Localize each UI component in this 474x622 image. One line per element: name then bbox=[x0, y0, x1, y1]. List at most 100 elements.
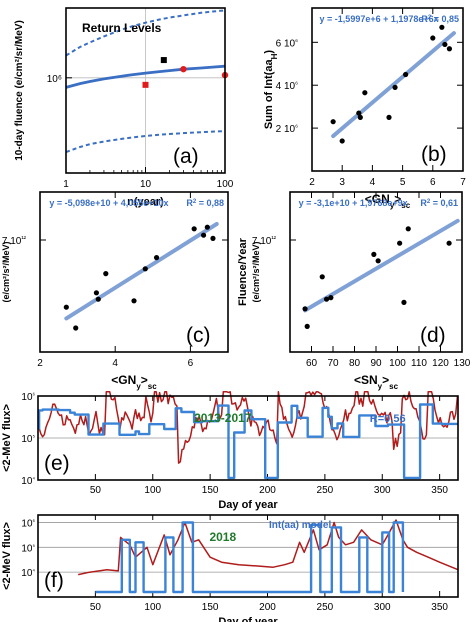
c-xtick-label-1: 4 bbox=[112, 358, 118, 369]
b-point-1 bbox=[339, 138, 345, 144]
c-xtick-label-0: 2 bbox=[37, 358, 43, 369]
b-ytick-exp-2: ⁶ bbox=[295, 38, 298, 45]
b-r2-part-0: R bbox=[421, 14, 428, 24]
c-plot-frame bbox=[39, 191, 229, 353]
c-point-7 bbox=[153, 255, 160, 261]
d-xlabel-part-3: sc bbox=[389, 382, 398, 391]
d-xtick-label-4: 100 bbox=[389, 358, 406, 369]
b-point-6 bbox=[392, 84, 398, 90]
d-point-8 bbox=[401, 299, 407, 305]
e-r-text: R=0.56 bbox=[370, 413, 406, 425]
b-equation: y = -1,5997e+6 + 1,1978e+6x bbox=[320, 14, 439, 24]
d-xlabel-part-1: y bbox=[378, 382, 383, 391]
c-xlabel-part-1: y bbox=[136, 382, 141, 391]
e-ytick-label-1-part-1: ⁵ bbox=[33, 434, 36, 441]
a-series-fit bbox=[65, 64, 226, 89]
b-panel-label: (b) bbox=[421, 143, 447, 166]
e-ytick-label-0-part-1: ⁴ bbox=[32, 476, 35, 483]
e-panel-label: (e) bbox=[44, 452, 70, 475]
a-xtick-label-0: 1 bbox=[63, 179, 69, 190]
f-xtick-label-1: 100 bbox=[144, 602, 161, 613]
e-xlabel: Day of year bbox=[218, 499, 278, 511]
e-annotation: 2013-2017 bbox=[194, 411, 252, 425]
e-xtick-label-0: 50 bbox=[90, 485, 102, 496]
f-xtick-label-4: 250 bbox=[317, 602, 334, 613]
f-ytick-label-0: 10⁴ bbox=[21, 568, 35, 579]
e-ylabel: <2-MeV flux> bbox=[1, 404, 13, 472]
d-ylabel2: (e/cm²/s²/MeV) bbox=[251, 241, 261, 302]
e-xtick-label-4: 250 bbox=[317, 485, 334, 496]
d-xtick-label-6: 120 bbox=[432, 358, 449, 369]
d-r2-part-2: = 0,61 bbox=[430, 198, 458, 208]
b-point-4 bbox=[362, 90, 368, 96]
d-point-9 bbox=[405, 226, 411, 232]
c-equation: y = -5,098e+10 + 4,055e+10x bbox=[49, 198, 168, 208]
b-point-2 bbox=[356, 110, 362, 116]
b-ytick-label-0-part-0: 2 10 bbox=[276, 124, 296, 135]
c-xlabel: <GNy>sc bbox=[111, 373, 157, 391]
c-ytick-label-0-part-0: 7 10 bbox=[2, 236, 22, 247]
b-xlabel-part-0: <GN bbox=[365, 192, 390, 206]
d-ylabel: Fluence/Year bbox=[237, 237, 249, 306]
b-point-10 bbox=[442, 41, 448, 48]
e-xtick-label-6: 350 bbox=[431, 485, 448, 496]
b-ytick-label-2-part-0: 6 10 bbox=[276, 38, 296, 49]
d-xlabel: <SNy>sc bbox=[354, 373, 399, 391]
b-xtick-label-4: 6 bbox=[430, 177, 436, 188]
e-ytick-label-1-part-0: 10 bbox=[21, 434, 33, 445]
d-point-2 bbox=[319, 274, 325, 280]
b-point-11 bbox=[446, 46, 453, 52]
f-xtick-label-5: 300 bbox=[374, 602, 391, 613]
d-plot-frame bbox=[289, 191, 463, 353]
d-xtick-label-7: 130 bbox=[454, 358, 471, 369]
c-point-0 bbox=[63, 304, 69, 310]
d-point-3 bbox=[323, 296, 330, 302]
d-ytick-exp-0: ¹² bbox=[271, 236, 276, 243]
d-r2-part-0: R bbox=[420, 198, 427, 208]
b-point-9 bbox=[439, 24, 445, 30]
b-xtick-label-3: 5 bbox=[400, 177, 406, 188]
f-ytick-label-1: 10⁵ bbox=[21, 543, 35, 554]
d-xtick-label-5: 110 bbox=[411, 358, 427, 369]
d-point-4 bbox=[328, 295, 334, 301]
c-point-4 bbox=[103, 271, 109, 277]
f-ytick-label-1-part-0: 10 bbox=[21, 543, 33, 554]
d-point-10 bbox=[446, 240, 452, 246]
c-point-11 bbox=[210, 235, 216, 241]
e-ytick-label-0: 10⁴ bbox=[21, 476, 35, 487]
d-xlabel-part-0: <SN bbox=[354, 373, 378, 387]
d-xtick-label-0: 60 bbox=[306, 358, 318, 369]
e-xtick-label-2: 150 bbox=[202, 485, 219, 496]
b-ytick-exp-0: ⁶ bbox=[295, 124, 298, 131]
f-xtick-label-6: 350 bbox=[431, 602, 448, 613]
f-ytick-label-2-part-1: ⁶ bbox=[33, 518, 36, 525]
b-ytick-label-1-part-0: 4 10 bbox=[276, 81, 296, 92]
e-plot-frame bbox=[37, 395, 459, 481]
e-xtick-label-1: 100 bbox=[144, 485, 161, 496]
c-r2: R2 = 0,88 bbox=[186, 198, 224, 208]
f-ytick-label-2: 10⁶ bbox=[21, 518, 35, 529]
c-point-5 bbox=[131, 298, 137, 304]
b-r2-part-2: = 0,85 bbox=[431, 14, 459, 24]
c-point-1 bbox=[73, 325, 79, 331]
d-fit-line bbox=[303, 218, 460, 313]
b-ytick-label-0: 2 10⁶ bbox=[276, 124, 298, 136]
b-ytick-exp-1: ⁶ bbox=[295, 81, 298, 88]
f-xtick-label-3: 200 bbox=[259, 602, 276, 613]
b-ytick-label-1: 4 10⁶ bbox=[276, 81, 298, 93]
b-ylabel-part-2: ) bbox=[263, 50, 275, 54]
d-ytick-label-0-part-0: 7 10 bbox=[252, 236, 272, 247]
b-point-7 bbox=[403, 71, 409, 78]
a-ylabel: 10-day fluence (e/cm²/sr/MeV) bbox=[14, 20, 25, 161]
panel-d: 60 70 80 90 100 110 120 130 7 10¹² y = -3,1e+10 +… bbox=[237, 191, 471, 391]
f-annotation: 2018 bbox=[209, 530, 236, 544]
b-xlabel-part-1: y bbox=[390, 201, 395, 210]
f-xtick-label-2: 150 bbox=[202, 602, 219, 613]
b-r2: R2 = 0,85 bbox=[421, 14, 459, 24]
c-point-6 bbox=[142, 266, 148, 272]
b-point-3 bbox=[357, 114, 363, 120]
b-xtick-label-1: 3 bbox=[339, 177, 345, 188]
f-ytick-label-2-part-0: 10 bbox=[21, 518, 33, 529]
